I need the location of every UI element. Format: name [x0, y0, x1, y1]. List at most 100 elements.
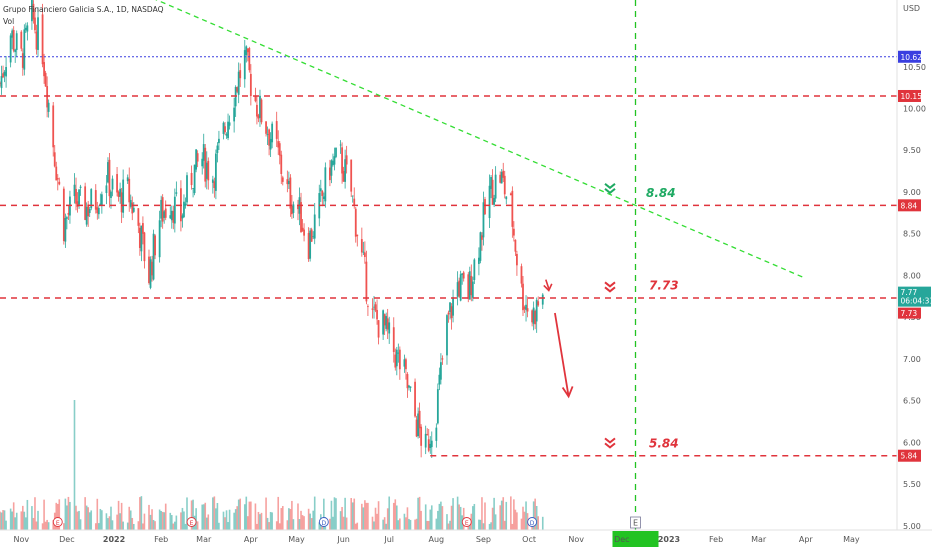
volume-bar — [414, 519, 416, 530]
level-tag-10-62: 10.62 — [901, 53, 923, 62]
y-tick-label: 6.50 — [903, 397, 921, 406]
volume-bar — [66, 505, 68, 530]
volume-bar — [297, 503, 299, 530]
volume-bar — [207, 514, 210, 530]
candle-body — [388, 322, 391, 334]
volume-bar — [353, 498, 356, 530]
volume-bar — [228, 509, 231, 530]
volume-bar — [266, 517, 269, 530]
candle-body — [227, 121, 229, 139]
volume-bar — [513, 499, 515, 530]
volume-label: Vol — [3, 17, 14, 26]
candle-body — [312, 236, 315, 238]
volume-bar — [43, 499, 45, 530]
candle-body — [211, 179, 214, 183]
candle-body — [5, 67, 7, 77]
forecast-arrow-shaft — [554, 312, 570, 397]
volume-bar — [280, 508, 283, 530]
candle-body — [56, 178, 59, 180]
volume-bar — [514, 509, 517, 530]
candle-body — [319, 188, 322, 192]
volume-bar — [373, 521, 375, 530]
candle-body — [64, 218, 67, 242]
candle-body — [35, 31, 38, 50]
candle-body — [55, 166, 58, 181]
volume-bar — [500, 500, 503, 530]
x-tick-label: Jul — [383, 535, 394, 544]
annotations: E 8.84 7.73 5.84 — [155, 0, 803, 547]
volume-bar — [87, 507, 89, 530]
volume-bar — [286, 520, 289, 530]
candle-body — [94, 190, 97, 210]
volume-bar — [56, 503, 59, 530]
y-tick-label: 9.00 — [903, 188, 921, 197]
candle-body — [9, 35, 12, 63]
volume-bar — [234, 509, 237, 530]
y-tick-label: 5.00 — [903, 522, 921, 531]
candle-body — [120, 192, 123, 213]
candle-body — [395, 349, 398, 367]
candle-body — [243, 50, 246, 80]
candle-body — [456, 282, 459, 297]
volume-bar — [406, 507, 409, 530]
candle-body — [377, 320, 380, 338]
candle-body — [505, 196, 508, 200]
candle-body — [488, 185, 491, 219]
volume-bar — [364, 500, 366, 530]
volume-bar — [510, 496, 512, 530]
candle-body — [246, 48, 249, 53]
x-tick-label: Apr — [799, 535, 814, 544]
volume-pane — [0, 400, 544, 530]
volume-bar — [535, 505, 538, 530]
level-tag-10-15-bg — [898, 89, 921, 102]
volume-bar — [22, 505, 24, 530]
volume-bar — [446, 514, 448, 530]
volume-bar — [204, 502, 207, 530]
level-tag-10-15: 10.15 — [901, 92, 923, 101]
x-tick-label: Mar — [751, 535, 767, 544]
candle-body — [462, 272, 465, 279]
candle-body — [500, 172, 503, 184]
candle-body — [376, 309, 378, 320]
green-double-chevron-icon — [604, 183, 616, 195]
volume-bar — [107, 518, 109, 530]
volume-bar — [205, 517, 208, 530]
candle-body — [201, 158, 204, 167]
volume-bar — [271, 512, 273, 530]
earnings-dividend-marker: E — [52, 517, 63, 527]
candle-body — [24, 27, 27, 30]
candle-body — [181, 215, 184, 219]
volume-bar — [418, 496, 421, 530]
candle-body — [184, 203, 187, 206]
volume-bar — [111, 520, 114, 530]
volume-bar — [35, 521, 38, 530]
volume-bar — [44, 521, 47, 530]
candle-body — [105, 185, 108, 194]
candle-body — [122, 179, 125, 213]
event-marker-label: E — [465, 520, 469, 527]
candle-body — [107, 162, 109, 183]
y-tick-label: 6.00 — [903, 438, 921, 447]
candle-body — [297, 205, 299, 210]
volume-bar — [473, 503, 476, 530]
volume-bar — [488, 523, 491, 530]
level-tag-10-62-bg — [898, 50, 921, 63]
volume-bar — [132, 523, 135, 530]
volume-bar — [212, 497, 214, 530]
volume-bar — [458, 504, 460, 530]
candle-body — [116, 174, 118, 193]
volume-bar — [161, 511, 164, 530]
chevron-stroke — [604, 281, 616, 288]
volume-bar — [449, 520, 451, 530]
volume-bar — [12, 502, 15, 530]
volume-bar — [399, 518, 401, 530]
volume-bar — [88, 512, 91, 530]
candle-body — [386, 318, 389, 330]
level-tag-8-84: 8.84 — [901, 201, 918, 210]
volume-bar — [502, 497, 505, 530]
candle-body — [76, 201, 79, 207]
volume-bar — [67, 496, 70, 530]
red-double-chevron-icon — [604, 281, 616, 293]
